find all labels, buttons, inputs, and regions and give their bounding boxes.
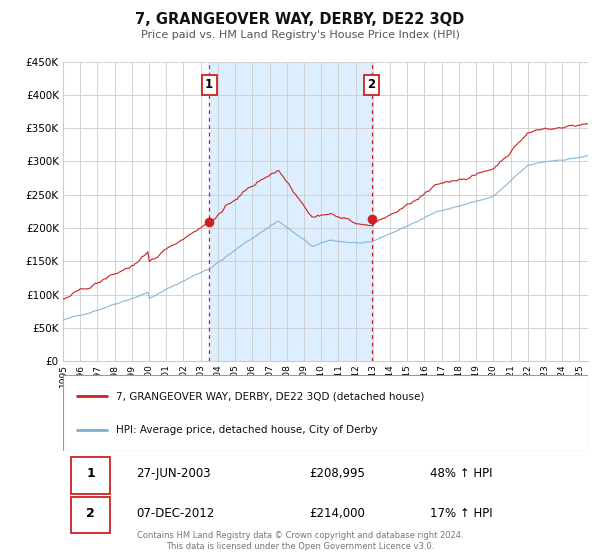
- Text: 7, GRANGEOVER WAY, DERBY, DE22 3QD (detached house): 7, GRANGEOVER WAY, DERBY, DE22 3QD (deta…: [115, 391, 424, 402]
- Text: HPI: Average price, detached house, City of Derby: HPI: Average price, detached house, City…: [115, 424, 377, 435]
- Text: 1: 1: [205, 78, 213, 91]
- Text: 2: 2: [86, 507, 95, 520]
- Text: 07-DEC-2012: 07-DEC-2012: [137, 507, 215, 520]
- Text: 48% ↑ HPI: 48% ↑ HPI: [431, 468, 493, 480]
- Text: 2: 2: [368, 78, 376, 91]
- Bar: [209, 62, 371, 361]
- Text: 17% ↑ HPI: 17% ↑ HPI: [431, 507, 493, 520]
- Text: This data is licensed under the Open Government Licence v3.0.: This data is licensed under the Open Gov…: [166, 542, 434, 550]
- Text: Contains HM Land Registry data © Crown copyright and database right 2024.: Contains HM Land Registry data © Crown c…: [137, 531, 463, 540]
- Text: 1: 1: [86, 468, 95, 480]
- Text: £208,995: £208,995: [310, 468, 365, 480]
- Text: Price paid vs. HM Land Registry's House Price Index (HPI): Price paid vs. HM Land Registry's House …: [140, 30, 460, 40]
- FancyBboxPatch shape: [71, 497, 110, 533]
- Text: 27-JUN-2003: 27-JUN-2003: [137, 468, 211, 480]
- FancyBboxPatch shape: [71, 457, 110, 493]
- Text: 7, GRANGEOVER WAY, DERBY, DE22 3QD: 7, GRANGEOVER WAY, DERBY, DE22 3QD: [136, 12, 464, 27]
- Text: £214,000: £214,000: [310, 507, 365, 520]
